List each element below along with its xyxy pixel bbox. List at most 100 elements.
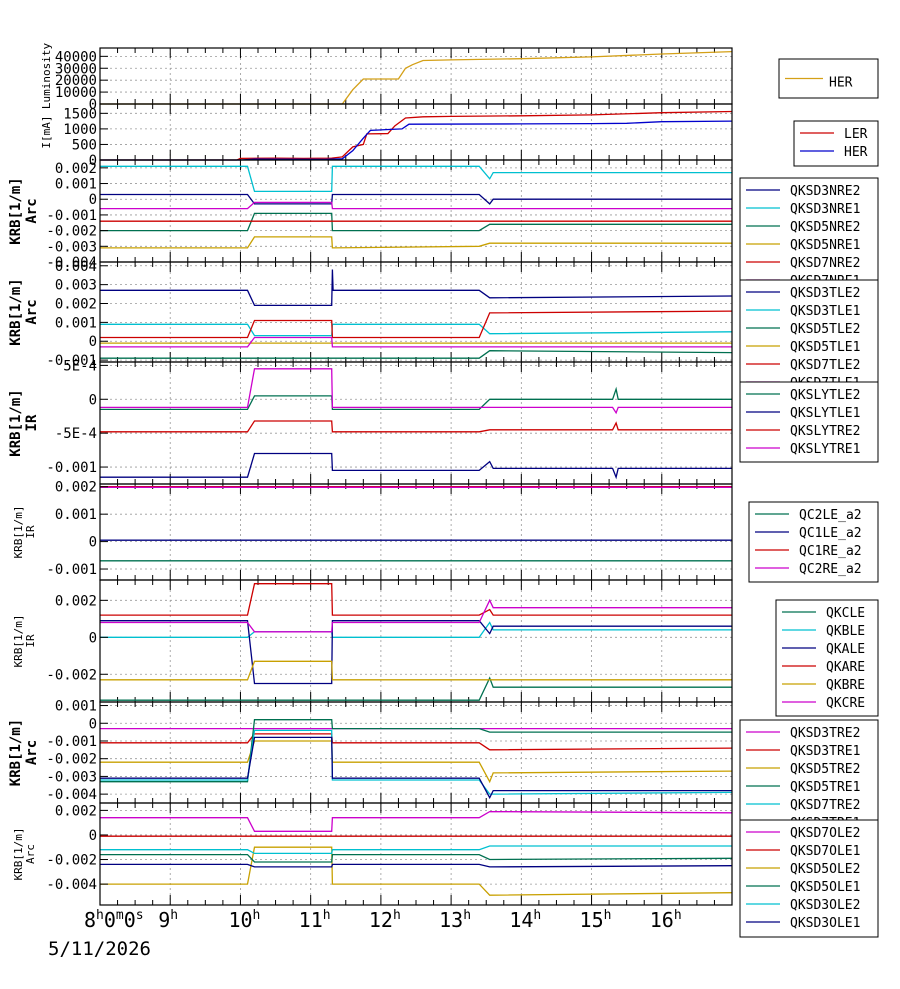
series-line-QKSD5TRE2 [100, 740, 733, 784]
legend-label: QKSLYTRE1 [790, 442, 860, 457]
x-tick-sup: h [323, 908, 331, 923]
x-tick-suffix: 0 [124, 908, 136, 932]
y-tick-label: -0.003 [46, 239, 97, 255]
legend-label: QKSD5TLE2 [790, 322, 860, 337]
panel-arc_tre: -0.004 -0.003-0.002 -0.001 00.001 KRB[1/m] Ar… [8, 699, 879, 838]
y-tick-label: 40000 [55, 49, 97, 65]
legend-label: QKSD3TRE2 [790, 726, 860, 741]
series-line-HER [100, 120, 733, 161]
x-tick-label: 8h0m0s [84, 908, 144, 932]
legend-label: LER [844, 127, 868, 142]
x-tick-text: 12h [369, 908, 401, 932]
legend-label: QC2LE_a2 [799, 508, 862, 523]
legend-label: QKSD3OLE2 [790, 898, 860, 913]
series-line-QKARE [100, 583, 732, 616]
legend-label: QKSD3TLE2 [790, 286, 860, 301]
series-line-QKBLE [100, 621, 732, 638]
y-tick-label: 0 [89, 334, 97, 350]
series-line-QKSD7TLE2 [100, 310, 733, 339]
x-tick-label: 12h [369, 908, 401, 932]
x-tick-text: 13h [439, 908, 471, 932]
legend-label: QKSD3NRE1 [790, 202, 860, 217]
y-tick-label: 0.002 [55, 297, 97, 313]
x-tick-suffix: 0 [104, 908, 116, 932]
x-tick-text: 14h [509, 908, 541, 932]
panel-frame [99, 361, 733, 485]
series-line-QKALE [100, 620, 732, 685]
series-line-QKCLE [100, 676, 732, 701]
x-tick-text: 10h [228, 908, 260, 932]
legend-label: QKSD3OLE1 [790, 916, 860, 931]
y-tick-label: 10000 [55, 85, 97, 101]
legend-label: QKSD5NRE1 [790, 238, 860, 253]
series-line-QKSD3NRE1 [100, 165, 732, 193]
x-tick-label: 14h [509, 908, 541, 932]
series-line-QKSD3OLE2 [100, 845, 732, 855]
legend-box [739, 279, 879, 398]
series-line-QKSD3TLE1 [100, 323, 733, 337]
y-tick-label: 0 [89, 630, 97, 646]
legend-box [793, 120, 879, 167]
series-line-QKSD7OLE2 [100, 810, 733, 832]
legend-arc_tre: QKSD3TRE2 QKSD3TRE1 QKSD5TRE2 QKSD5TRE1 QKSD… [739, 719, 879, 838]
legend-label: HER [844, 145, 868, 160]
y-tick-label: 500 [72, 137, 97, 153]
series-line-LER [100, 110, 733, 161]
y-tick-label: 0.002 [55, 593, 97, 609]
y-tick-label: -5E-4 [55, 426, 97, 442]
y-tick-label: 0 [89, 828, 97, 844]
series-line-QKSD3NRE2 [100, 193, 732, 205]
series-line-QKSD7NRE1 [100, 201, 732, 210]
y-tick-label: 20000 [55, 73, 97, 89]
panel-ir_qk: -0.002 0 0.002 KRB[1/m] IR QKCLE QKBLE QKALE QKA… [12, 579, 879, 717]
y-axis-label: KRB[1/m] [8, 278, 24, 345]
y-tick-label: -0.004 [46, 787, 97, 803]
y-axis-label: Arc [24, 844, 37, 864]
series-line-QKSD3TLE2 [100, 269, 733, 307]
y-tick-label: 0.002 [55, 161, 97, 177]
y-tick-label: -0.002 [46, 853, 97, 869]
y-axis-label: KRB[1/m] [8, 389, 24, 456]
y-tick-label: 0 [89, 97, 97, 113]
legend-label: QKSD5OLE2 [790, 862, 860, 877]
x-axis-date: 5/11/2026 [48, 938, 151, 960]
series-line-QKSD3OLE1 [100, 863, 733, 868]
panel-ir_qc: -0.001 0 0.001 0.002 KRB[1/m] IR QC2LE_a2 QC1LE… [12, 480, 879, 583]
panel-arc_tle: -0.001 0 0.001 0.002 0.003 0.004 KRB[1/m] Arc QK… [8, 259, 879, 398]
y-tick-label: 1000 [63, 122, 97, 138]
legend-label: QKSLYTLE2 [790, 388, 860, 403]
x-tick-text: 9h [158, 908, 178, 932]
x-tick-sup: h [604, 908, 612, 923]
x-tick-sup: h [463, 908, 471, 923]
legend-label: QKSD7OLE1 [790, 844, 860, 859]
series-line-QKSD7TLE1 [100, 336, 732, 348]
series-line-HER [100, 50, 733, 105]
x-tick-label: 13h [439, 908, 471, 932]
series-line-QKSD5OLE1 [100, 853, 733, 863]
legend-luminosity: HER [778, 58, 879, 99]
series-line-QKSLYTLE1 [100, 452, 732, 480]
panel-frame [99, 701, 733, 804]
legend-ir_qk: QKCLE QKBLE QKALE QKARE QKBRE QKCRE [775, 599, 879, 717]
y-tick-label: -0.001 [46, 460, 97, 476]
series-line-QKSD5NRE2 [100, 212, 732, 232]
legend-ir_qc: QC2LE_a2 QC1LE_a2 QC1RE_a2 QC2RE_a2 [748, 501, 879, 583]
series-line-QKBRE [100, 660, 732, 681]
x-tick-sup: h [393, 908, 401, 923]
y-tick-label: -0.004 [46, 255, 97, 271]
y-axis-label: Arc [24, 299, 40, 324]
legend-label: QKSD5TLE1 [790, 340, 860, 355]
legend-label: QKSD3NRE2 [790, 184, 860, 199]
x-tick-text: 8h0m0s [84, 908, 144, 932]
legend-current: LER HER [793, 120, 879, 167]
x-tick-label: 11h [299, 908, 331, 932]
y-axis-label: KRB[1/m] [12, 828, 25, 881]
y-tick-label: -0.004 [46, 877, 97, 893]
legend-label: QC2RE_a2 [799, 562, 862, 577]
y-tick-label: 0 [89, 716, 97, 732]
y-axis-label: IR [24, 525, 37, 539]
y-axis-label: Arc [24, 740, 40, 765]
